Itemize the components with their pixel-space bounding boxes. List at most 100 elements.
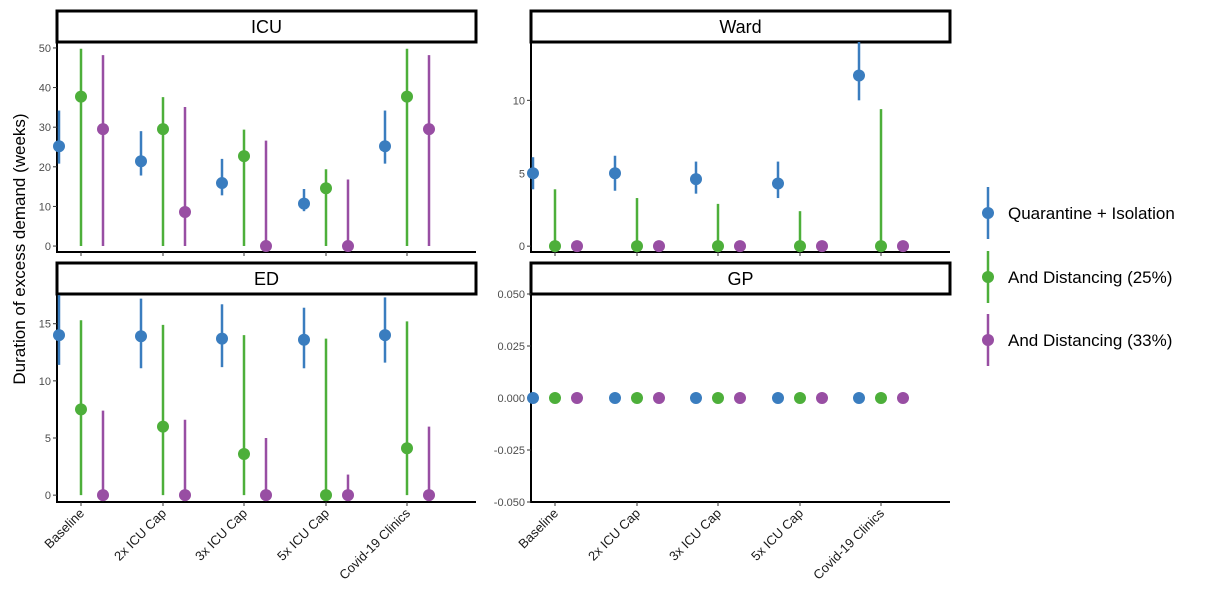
point-ed-and-distancing-33 xyxy=(179,489,191,502)
strip-ward xyxy=(529,9,952,44)
point-ward-quarantine-isolation xyxy=(690,173,702,186)
point-gp-and-distancing-33 xyxy=(653,392,665,404)
legend-label-and-distancing-25: And Distancing (25%) xyxy=(1008,268,1172,287)
y-tick-label-gp: 0.050 xyxy=(497,289,525,301)
point-ward-and-distancing-33 xyxy=(571,240,583,253)
point-ed-and-distancing-25 xyxy=(320,489,332,502)
point-ward-quarantine-isolation xyxy=(527,167,539,180)
point-gp-quarantine-isolation xyxy=(690,392,702,404)
point-ward-and-distancing-25 xyxy=(712,240,724,253)
x-tick-label-gp: 2x ICU Cap xyxy=(585,506,643,564)
x-tick-label-gp: 5x ICU Cap xyxy=(748,506,806,564)
point-ed-and-distancing-25 xyxy=(75,403,87,416)
legend-key-point-and-distancing-25 xyxy=(982,271,994,283)
point-ed-and-distancing-33 xyxy=(342,489,354,502)
point-gp-and-distancing-25 xyxy=(712,392,724,404)
y-tick-label-gp: -0.025 xyxy=(494,445,525,457)
panel-gp: GP -0.050 -0.025 0.000 0.025 0.050 Baseline 2x … xyxy=(494,261,952,583)
point-icu-quarantine-isolation xyxy=(379,140,391,153)
legend-key-point-quarantine-isolation xyxy=(982,207,994,219)
x-tick-label-ed: 2x ICU Cap xyxy=(111,506,169,564)
strip-ed xyxy=(55,261,478,296)
point-ed-and-distancing-25 xyxy=(238,448,250,460)
point-gp-quarantine-isolation xyxy=(527,392,539,404)
point-gp-and-distancing-33 xyxy=(816,392,828,404)
y-tick-label-icu: 30 xyxy=(39,122,51,134)
y-tick-label-icu: 0 xyxy=(45,241,51,253)
point-gp-and-distancing-25 xyxy=(875,392,887,404)
strip-title-gp: GP xyxy=(727,269,753,289)
point-icu-and-distancing-33 xyxy=(423,123,435,136)
panel-ed: ED 0 5 10 15 Baseline 2x ICU Cap 3x ICU Cap 5x I… xyxy=(39,261,478,583)
point-icu-and-distancing-33 xyxy=(342,240,354,253)
y-tick-label-icu: 20 xyxy=(39,162,51,174)
point-gp-and-distancing-33 xyxy=(734,392,746,404)
point-ed-quarantine-isolation xyxy=(298,333,310,346)
point-icu-quarantine-isolation xyxy=(216,177,228,190)
point-ed-and-distancing-33 xyxy=(260,489,272,502)
point-ed-quarantine-isolation xyxy=(53,329,65,342)
y-axis-label: Duration of excess demand (weeks) xyxy=(10,113,29,384)
point-ward-and-distancing-33 xyxy=(734,240,746,253)
x-tick-label-ed: 3x ICU Cap xyxy=(192,506,250,564)
point-ward-and-distancing-33 xyxy=(653,240,665,253)
panels-group: ICU 0 10 20 30 40 50 Ward 0 5 10 ED 0 5 10 15 Baseline 2x… xyxy=(39,9,952,583)
y-tick-label-ward: 10 xyxy=(513,95,525,107)
x-tick-label-ed: Baseline xyxy=(41,506,87,552)
x-tick-label-gp: Baseline xyxy=(515,506,561,552)
strip-title-icu: ICU xyxy=(251,17,282,37)
point-ed-quarantine-isolation xyxy=(379,329,391,342)
point-gp-and-distancing-25 xyxy=(631,392,643,404)
point-icu-and-distancing-33 xyxy=(97,123,109,136)
strip-title-ed: ED xyxy=(254,269,279,289)
point-ed-quarantine-isolation xyxy=(135,330,147,343)
point-ward-and-distancing-25 xyxy=(875,240,887,253)
point-icu-and-distancing-33 xyxy=(260,240,272,253)
point-gp-and-distancing-33 xyxy=(571,392,583,404)
point-icu-and-distancing-25 xyxy=(157,123,169,136)
point-icu-quarantine-isolation xyxy=(135,155,147,168)
y-tick-label-ward: 0 xyxy=(519,241,525,253)
strip-title-ward: Ward xyxy=(719,17,761,37)
point-ed-and-distancing-25 xyxy=(401,442,413,455)
point-ward-quarantine-isolation xyxy=(609,167,621,180)
legend-label-and-distancing-33: And Distancing (33%) xyxy=(1008,331,1172,350)
strip-icu xyxy=(55,9,478,44)
point-icu-and-distancing-33 xyxy=(179,205,191,218)
point-gp-quarantine-isolation xyxy=(853,392,865,404)
x-tick-label-gp: Covid-19 Clinics xyxy=(810,505,887,582)
y-tick-label-icu: 50 xyxy=(39,43,51,55)
point-ward-quarantine-isolation xyxy=(853,69,865,82)
point-ed-and-distancing-25 xyxy=(157,420,169,433)
y-tick-label-gp: 0.000 xyxy=(497,393,525,405)
legend: Quarantine + Isolation And Distancing (25… xyxy=(982,187,1175,366)
point-icu-and-distancing-25 xyxy=(401,90,413,103)
x-tick-label-ed: 5x ICU Cap xyxy=(274,506,332,564)
point-gp-quarantine-isolation xyxy=(772,392,784,404)
point-gp-quarantine-isolation xyxy=(609,392,621,404)
point-ward-and-distancing-25 xyxy=(794,240,806,253)
point-icu-and-distancing-25 xyxy=(320,182,332,195)
point-ed-quarantine-isolation xyxy=(216,332,228,345)
panel-icu: ICU 0 10 20 30 40 50 xyxy=(39,9,478,256)
point-icu-quarantine-isolation xyxy=(298,197,310,210)
panel-ward: Ward 0 5 10 xyxy=(513,9,952,256)
y-tick-label-icu: 10 xyxy=(39,201,51,213)
legend-key-point-and-distancing-33 xyxy=(982,334,994,346)
point-gp-and-distancing-25 xyxy=(794,392,806,404)
y-tick-label-ed: 10 xyxy=(39,376,51,388)
point-ward-and-distancing-25 xyxy=(549,240,561,253)
point-ward-and-distancing-25 xyxy=(631,240,643,253)
y-tick-label-ward: 5 xyxy=(519,168,525,180)
y-tick-label-gp: 0.025 xyxy=(497,341,525,353)
point-icu-quarantine-isolation xyxy=(53,140,65,153)
point-ward-and-distancing-33 xyxy=(816,240,828,253)
point-ed-and-distancing-33 xyxy=(97,489,109,502)
point-icu-and-distancing-25 xyxy=(75,90,87,103)
y-tick-label-icu: 40 xyxy=(39,83,51,95)
x-tick-label-gp: 3x ICU Cap xyxy=(666,506,724,564)
y-tick-label-gp: -0.050 xyxy=(494,497,525,509)
point-ward-quarantine-isolation xyxy=(772,177,784,190)
y-tick-label-ed: 0 xyxy=(45,490,51,502)
